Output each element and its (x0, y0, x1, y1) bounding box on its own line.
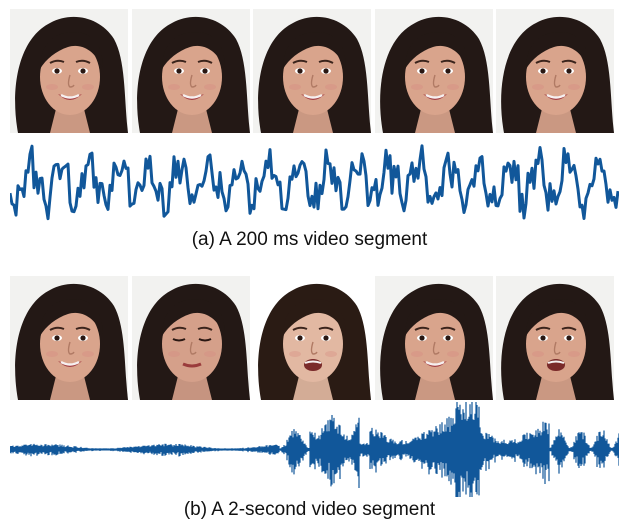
video-frame (131, 9, 250, 133)
face-thumbnail (496, 276, 614, 400)
panel-a: (a) A 200 ms video segment (0, 0, 619, 262)
video-frame (374, 276, 493, 400)
face-thumbnail (10, 9, 128, 133)
video-frame (10, 9, 128, 133)
face-thumbnail (131, 9, 250, 133)
video-frame (496, 9, 614, 133)
face-thumbnail (253, 276, 371, 400)
face-thumbnail (496, 9, 614, 133)
face-thumbnail (10, 276, 128, 400)
audio-waveform (10, 144, 619, 221)
caption: (b) A 2-second video segment (183, 499, 436, 520)
audio-waveform (10, 402, 619, 497)
face-thumbnail (131, 276, 250, 400)
caption: (a) A 200 ms video segment (191, 229, 428, 250)
video-frame (253, 276, 371, 400)
panel-b: (b) A 2-second video segment (0, 262, 619, 525)
face-thumbnail (374, 9, 493, 133)
frame-strip (10, 276, 614, 400)
face-thumbnail (374, 276, 493, 400)
video-frame (374, 9, 493, 133)
face-thumbnail (253, 9, 371, 133)
video-frame (496, 276, 614, 400)
video-frame (253, 9, 371, 133)
video-frame (10, 276, 128, 400)
frame-strip (10, 9, 614, 133)
video-frame (131, 276, 250, 400)
